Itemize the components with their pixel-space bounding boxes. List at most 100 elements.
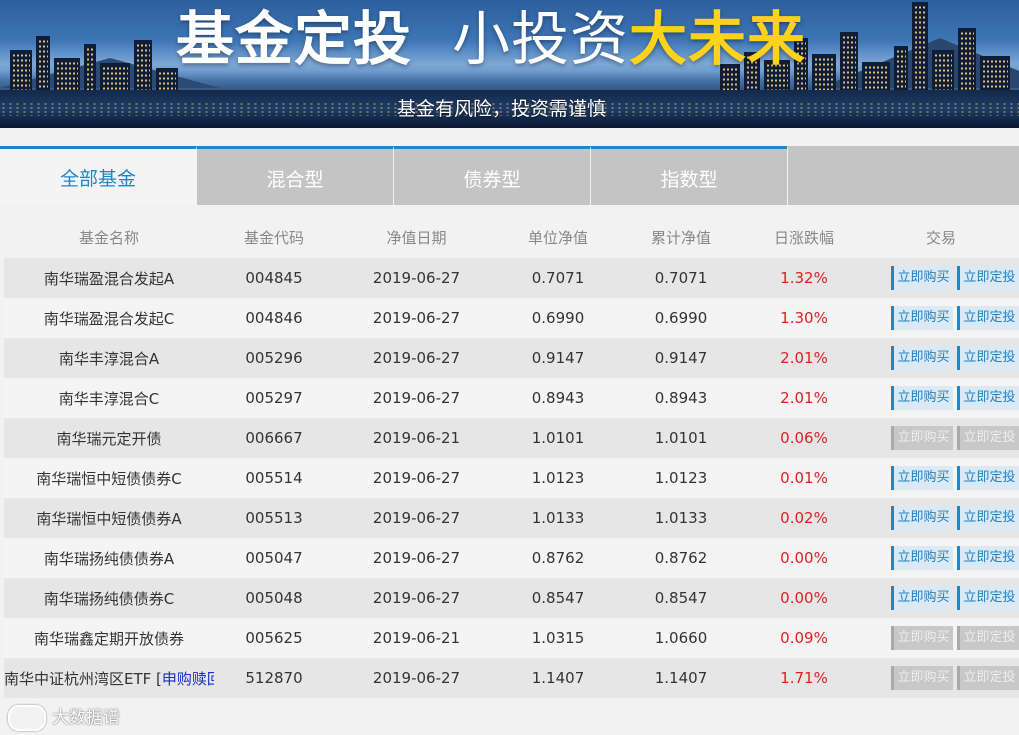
banner-building (10, 50, 32, 98)
fund-name: 南华瑞鑫定期开放债券 (33, 629, 184, 648)
unit-nav: 0.6990 (531, 309, 585, 327)
daily-change: 0.00% (780, 589, 828, 607)
subscribe-redeem-link[interactable]: 申购赎回 (161, 669, 214, 688)
header-nav-date: 净值日期 (386, 228, 447, 247)
header-fund-code: 基金代码 (243, 228, 304, 247)
daily-change: 1.30% (780, 309, 828, 327)
fund-code: 005296 (245, 349, 303, 367)
banner-title-part1: 基金定投 (176, 5, 413, 73)
banner-building (794, 38, 808, 98)
start-plan-button[interactable]: 立即定投 (957, 266, 1019, 290)
table-row: 南华瑞扬纯债债券A 005047 2019-06-27 0.8762 0.8762 0.0… (4, 538, 1019, 578)
fund-code: 005047 (245, 549, 303, 567)
banner-building (840, 32, 858, 98)
fund-name: 南华瑞恒中短债债券C (36, 469, 182, 488)
start-plan-button[interactable]: 立即定投 (957, 306, 1019, 330)
buy-now-button[interactable]: 立即购买 (891, 386, 953, 410)
header-trade: 交易 (925, 228, 956, 247)
table-row: 南华瑞扬纯债债券C 005048 2019-06-27 0.8547 0.8547 0.0… (4, 578, 1019, 618)
unit-nav: 1.0133 (531, 509, 585, 527)
fund-code: 005625 (245, 629, 303, 647)
banner-title: 基金定投 小投资大未来 (176, 2, 806, 76)
fund-code: 005048 (245, 589, 303, 607)
start-plan-button: 立即定投 (957, 666, 1019, 690)
header-daily-change: 日涨跌幅 (773, 228, 834, 247)
unit-nav: 0.9147 (531, 349, 585, 367)
tab-spacer (787, 146, 1019, 205)
start-plan-button[interactable]: 立即定投 (957, 346, 1019, 370)
table-row: 南华丰淳混合C 005297 2019-06-27 0.8943 0.8943 2.01%… (4, 378, 1019, 418)
fund-code: 005514 (245, 469, 303, 487)
start-plan-button[interactable]: 立即定投 (957, 586, 1019, 610)
accumulated-nav: 0.8547 (654, 589, 708, 607)
banner-building (84, 44, 96, 98)
unit-nav: 0.7071 (531, 269, 585, 287)
table-row: 南华丰淳混合A 005296 2019-06-27 0.9147 0.9147 2.01%… (4, 338, 1019, 378)
trade-actions: 立即购买 立即定投 (863, 626, 1019, 650)
trade-actions: 立即购买 立即定投 (863, 586, 1019, 610)
table-row: 南华瑞元定开债 006667 2019-06-21 1.0101 1.0101 0.06%… (4, 418, 1019, 458)
fund-name: 南华瑞扬纯债债券C (43, 589, 175, 608)
buy-now-button[interactable]: 立即购买 (891, 466, 953, 490)
buy-now-button[interactable]: 立即购买 (891, 306, 953, 330)
fund-name: 南华瑞盈混合发起C (43, 309, 175, 328)
table-row: 南华瑞盈混合发起C 004846 2019-06-27 0.6990 0.6990 1.3… (4, 298, 1019, 338)
trade-actions: 立即购买 立即定投 (863, 506, 1019, 530)
nav-date: 2019-06-27 (372, 309, 461, 327)
start-plan-button[interactable]: 立即定投 (957, 386, 1019, 410)
accumulated-nav: 0.6990 (654, 309, 708, 327)
banner-risk-notice: 基金有风险，投资需谨慎 (397, 98, 607, 120)
fund-name: 南华瑞扬纯债债券A (43, 549, 175, 568)
banner-building (720, 64, 740, 98)
accumulated-nav: 1.0123 (654, 469, 708, 487)
accumulated-nav: 0.8762 (654, 549, 708, 567)
daily-change: 0.01% (780, 469, 828, 487)
nav-date: 2019-06-27 (372, 349, 461, 367)
fund-name: 南华瑞盈混合发起A (43, 269, 175, 288)
buy-now-button[interactable]: 立即购买 (891, 346, 953, 370)
accumulated-nav: 0.8943 (654, 389, 708, 407)
buy-now-button[interactable]: 立即购买 (891, 546, 953, 570)
banner-building (894, 46, 908, 98)
fund-name: 南华瑞元定开债 (56, 429, 162, 448)
fund-code: 005297 (245, 389, 303, 407)
trade-actions: 立即购买 立即定投 (863, 306, 1019, 330)
accumulated-nav: 1.0133 (654, 509, 708, 527)
unit-nav: 0.8762 (531, 549, 585, 567)
unit-nav: 1.0315 (531, 629, 585, 647)
banner-title-part2: 小投资 (452, 5, 630, 73)
accumulated-nav: 1.1407 (654, 669, 708, 687)
tab-all-funds[interactable]: 全部基金 (0, 146, 196, 205)
fund-name-text: 南华中证杭州湾区ETF [ (4, 669, 162, 688)
start-plan-button[interactable]: 立即定投 (957, 546, 1019, 570)
buy-now-button[interactable]: 立即购买 (891, 266, 953, 290)
trade-actions: 立即购买 立即定投 (863, 666, 1019, 690)
fund-name: 南华丰淳混合C (58, 389, 160, 408)
daily-change: 0.00% (780, 549, 828, 567)
trade-actions: 立即购买 立即定投 (863, 266, 1019, 290)
tab-index[interactable]: 指数型 (590, 146, 787, 205)
watermark-logo-icon (8, 705, 46, 731)
fund-code: 006667 (245, 429, 303, 447)
tab-hybrid[interactable]: 混合型 (196, 146, 393, 205)
trade-actions: 立即购买 立即定投 (863, 546, 1019, 570)
fund-code: 512870 (245, 669, 303, 687)
trade-actions: 立即购买 立即定投 (863, 346, 1019, 370)
buy-now-button: 立即购买 (891, 626, 953, 650)
daily-change: 1.71% (780, 669, 828, 687)
watermark-text: 大数据谱 (52, 708, 120, 728)
buy-now-button[interactable]: 立即购买 (891, 506, 953, 530)
nav-date: 2019-06-27 (372, 509, 461, 527)
fund-code: 004845 (245, 269, 303, 287)
buy-now-button: 立即购买 (891, 666, 953, 690)
header-banner: 基金定投 小投资大未来 基金有风险，投资需谨慎 (0, 0, 1019, 128)
buy-now-button[interactable]: 立即购买 (891, 586, 953, 610)
fund-name: 南华中证杭州湾区ETF [申购赎回 (4, 668, 214, 689)
daily-change: 2.01% (780, 389, 828, 407)
fund-name: 南华瑞恒中短债债券A (36, 509, 182, 528)
start-plan-button[interactable]: 立即定投 (957, 466, 1019, 490)
start-plan-button[interactable]: 立即定投 (957, 506, 1019, 530)
nav-date: 2019-06-27 (372, 469, 461, 487)
tab-bond[interactable]: 债券型 (393, 146, 590, 205)
banner-building (134, 40, 152, 98)
